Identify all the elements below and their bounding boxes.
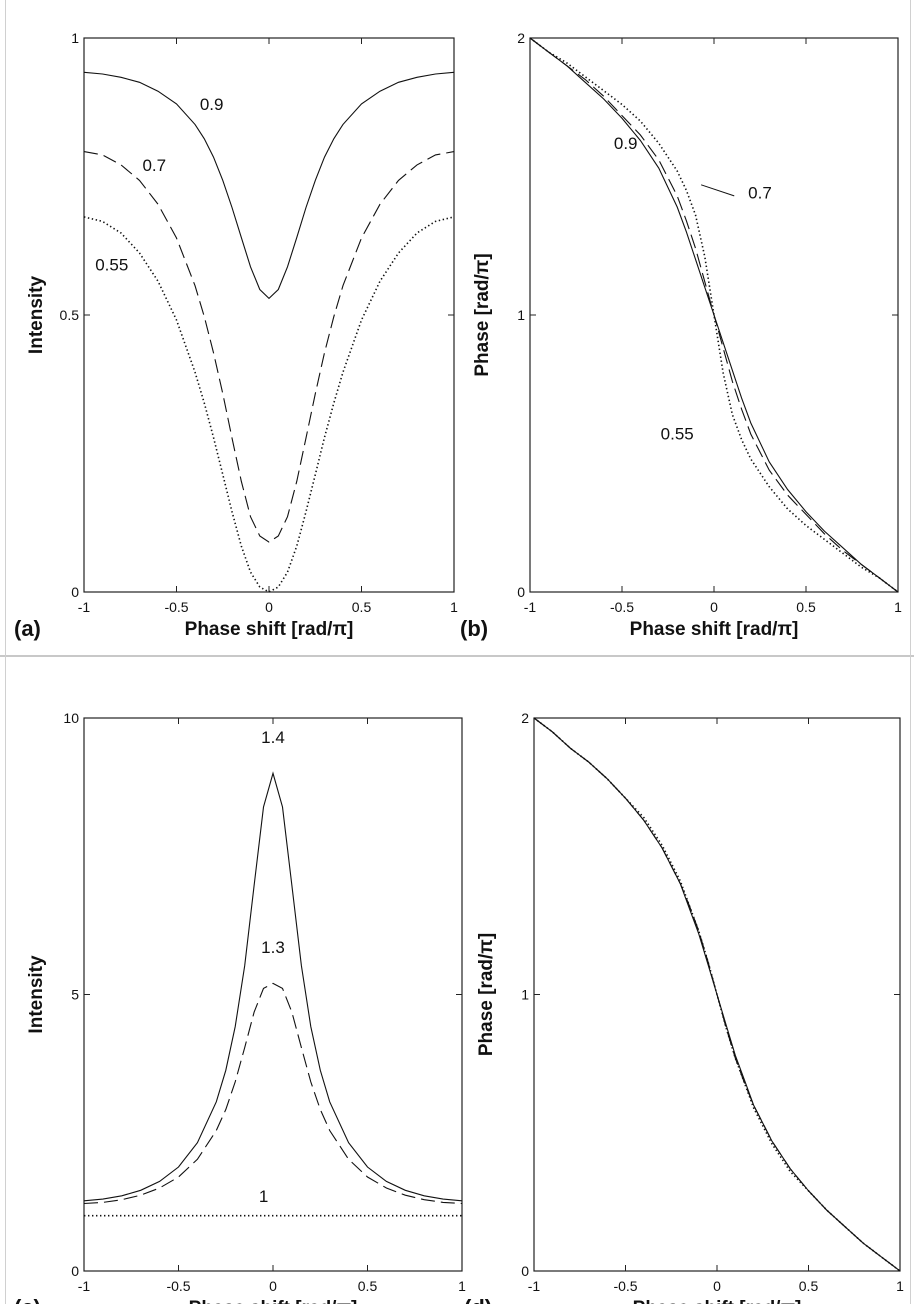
curve-label-0_7: 0.7 <box>142 156 166 175</box>
curve-label-0_9: 0.9 <box>200 95 224 114</box>
curve-label-1: 1 <box>259 1187 268 1206</box>
curve-label-0_7: 0.7 <box>748 184 772 203</box>
x-axis-label: Phase shift [rad/π] <box>189 1298 358 1304</box>
y-tick-label: 2 <box>521 710 529 726</box>
chart-panel-1: -1 -0.5 0 0.5 1 0 0.5 1 Phase shift [rad/π] Inten… <box>14 30 458 641</box>
y-axis-label: Intensity <box>26 276 47 355</box>
y-tick-label: 2 <box>517 30 525 46</box>
x-tick-label: 0 <box>713 1278 721 1294</box>
curve-label-1_4: 1.4 <box>261 728 285 747</box>
x-tick-label: 1 <box>458 1278 466 1294</box>
curve-label-0_55: 0.55 <box>95 256 128 275</box>
x-tick-label: 0 <box>710 599 718 615</box>
panel-label: (b) <box>460 616 488 641</box>
x-tick-label: -0.5 <box>613 1278 637 1294</box>
series-line-0_7 <box>83 151 455 543</box>
y-tick-label: 10 <box>63 710 79 726</box>
x-tick-label: -1 <box>78 1278 91 1294</box>
y-tick-label: 0 <box>71 584 79 600</box>
right-guide-line <box>910 0 911 1304</box>
y-tick-label: 0 <box>71 1263 79 1279</box>
x-tick-label: -0.5 <box>166 1278 190 1294</box>
series-line-0_9 <box>83 71 455 300</box>
chart-panel-4: -1 -0.5 0 0.5 1 0 1 2 Phase shift [rad/π] Phase [… <box>464 710 904 1304</box>
series-line-0_7 <box>529 37 899 593</box>
x-tick-label: -1 <box>524 599 537 615</box>
x-tick-label: 1 <box>450 599 458 615</box>
x-axis-label: Phase shift [rad/π] <box>633 1298 802 1304</box>
y-axis-label: Phase [rad/π] <box>476 933 497 1056</box>
series-line-0_55 <box>529 37 899 593</box>
curve-label-1_3: 1.3 <box>261 938 285 957</box>
curve-label-0_55: 0.55 <box>661 425 694 444</box>
series-line-0_55 <box>83 216 455 593</box>
curve-label-0_9: 0.9 <box>614 134 638 153</box>
y-tick-label: 0.5 <box>60 307 80 323</box>
curve-label-leader-line <box>700 184 735 197</box>
series-line-1_4 <box>83 771 463 1202</box>
panel-label: (d) <box>464 1295 492 1304</box>
x-tick-label: 0.5 <box>799 1278 819 1294</box>
y-tick-label: 0 <box>521 1263 529 1279</box>
y-tick-label: 0 <box>517 584 525 600</box>
row-divider <box>0 655 914 657</box>
x-tick-label: 1 <box>896 1278 904 1294</box>
x-tick-label: 0.5 <box>796 599 816 615</box>
plot-area-frame <box>83 717 463 1272</box>
x-tick-label: 0.5 <box>352 599 372 615</box>
panel-label: (c) <box>14 1295 41 1304</box>
x-axis-label: Phase shift [rad/π] <box>630 619 799 640</box>
plot-area-frame <box>83 37 455 593</box>
y-axis-label: Intensity <box>26 955 47 1034</box>
y-tick-label: 5 <box>71 987 79 1003</box>
chart-panel-2: -1 -0.5 0 0.5 1 0 1 2 Phase shift [rad/π] Phase [… <box>460 30 902 641</box>
x-tick-label: 0 <box>269 1278 277 1294</box>
x-tick-label: -0.5 <box>610 599 634 615</box>
series-line-3 <box>533 717 901 1272</box>
x-tick-label: -1 <box>528 1278 541 1294</box>
y-tick-label: 1 <box>71 30 79 46</box>
y-tick-label: 1 <box>517 307 525 323</box>
x-axis-label: Phase shift [rad/π] <box>185 619 354 640</box>
y-axis-label: Phase [rad/π] <box>472 253 493 376</box>
x-tick-label: 0 <box>265 599 273 615</box>
panel-label: (a) <box>14 616 41 641</box>
x-tick-label: -0.5 <box>164 599 188 615</box>
y-tick-label: 1 <box>521 987 529 1003</box>
left-guide-line <box>5 0 6 1304</box>
x-tick-label: -1 <box>78 599 91 615</box>
x-tick-label: 1 <box>894 599 902 615</box>
x-tick-label: 0.5 <box>358 1278 378 1294</box>
series-line-1_3 <box>83 982 463 1205</box>
chart-panel-3: -1-0.500.510510Phase shift [rad/π]Intens… <box>14 710 466 1304</box>
